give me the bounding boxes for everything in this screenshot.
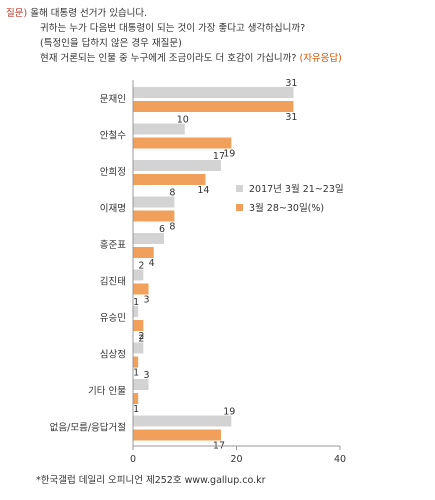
question-text-4: 현재 거론되는 인물 중 누구에게 조금이라도 더 호감이 가십니까? — [40, 53, 297, 64]
question-text-1: 올해 대통령 선거가 있습니다. — [30, 8, 148, 19]
x-tick-label: 20 — [230, 454, 242, 465]
bar-series-2 — [133, 283, 149, 295]
data-label: 2 — [138, 331, 144, 342]
survey-question: 질문) 올해 대통령 선거가 있습니다. 귀하는 누가 다음번 대통령이 되는 … — [6, 6, 342, 66]
bar-series-1 — [133, 415, 232, 427]
data-label: 2 — [138, 261, 144, 272]
category-label: 김진태 — [100, 276, 126, 288]
data-label: 17 — [213, 151, 225, 162]
question-hint: (자유응답) — [299, 53, 342, 64]
data-label: 3 — [144, 295, 150, 306]
legend-label-1: 2017년 3월 21~23일 — [249, 183, 344, 195]
category-label: 안희정 — [100, 167, 126, 178]
bar-series-1 — [133, 379, 149, 390]
data-label: 4 — [149, 258, 155, 269]
bar-series-1 — [133, 233, 165, 244]
data-label: 31 — [285, 112, 297, 123]
bar-series-2 — [133, 320, 144, 331]
bar-series-1 — [133, 306, 139, 317]
bar-series-2 — [133, 393, 139, 404]
data-label: 31 — [285, 78, 297, 89]
data-label: 2 — [138, 334, 144, 345]
question-tag: 질문) — [6, 8, 28, 19]
bar-series-2 — [133, 356, 139, 368]
category-label: 문재인 — [100, 94, 126, 105]
x-tick-label: 0 — [130, 454, 136, 465]
category-label: 안철수 — [100, 131, 126, 142]
bar-series-2 — [133, 247, 154, 258]
category-label: 기타 인물 — [88, 386, 126, 397]
bar-series-2 — [133, 101, 294, 112]
bar-series-2 — [133, 174, 206, 185]
source-note: *한국갤럽 데일리 오피니언 제252호 www.gallup.co.kr — [36, 475, 266, 486]
legend-swatch-2 — [236, 204, 243, 211]
bar-series-1 — [133, 160, 221, 171]
legend-swatch-1 — [236, 185, 243, 192]
category-label: 유승민 — [100, 313, 126, 324]
bar-series-1 — [133, 123, 185, 135]
x-tick-label: 40 — [334, 454, 346, 465]
bar-series-2 — [133, 429, 221, 441]
question-line-3: (특정인을 답하지 않은 경우 재질문) — [40, 38, 182, 49]
question-line-1: 질문) 올해 대통령 선거가 있습니다. — [6, 6, 342, 21]
category-label: 이재명 — [100, 204, 126, 215]
data-label: 19 — [223, 149, 235, 160]
category-label: 없음/모름/응답거절 — [50, 422, 126, 434]
bar-series-1 — [133, 269, 144, 281]
bar-series-2 — [133, 137, 232, 149]
data-label: 1 — [133, 297, 139, 308]
data-label: 3 — [144, 370, 150, 381]
category-label: 홍준표 — [100, 239, 126, 251]
bar-series-2 — [133, 210, 175, 222]
bar-series-1 — [133, 87, 294, 98]
legend-label-2: 3월 28~30일(%) — [249, 202, 324, 214]
data-label: 14 — [197, 185, 209, 196]
category-label: 심상정 — [100, 350, 126, 361]
data-label: 10 — [177, 115, 189, 126]
data-label: 8 — [169, 188, 175, 199]
data-label: 6 — [159, 224, 165, 235]
data-label: 19 — [223, 407, 235, 418]
question-line-4: 현재 거론되는 인물 중 누구에게 조금이라도 더 호감이 가십니까? (자유응… — [6, 51, 342, 66]
data-label: 1 — [133, 368, 139, 379]
question-line-2: 귀하는 누가 다음번 대통령이 되는 것이 가장 좋다고 생각하십니까? — [40, 23, 306, 34]
bar-series-1 — [133, 342, 144, 354]
data-label: 8 — [169, 222, 175, 233]
bar-series-1 — [133, 196, 175, 208]
data-label: 1 — [133, 404, 139, 415]
